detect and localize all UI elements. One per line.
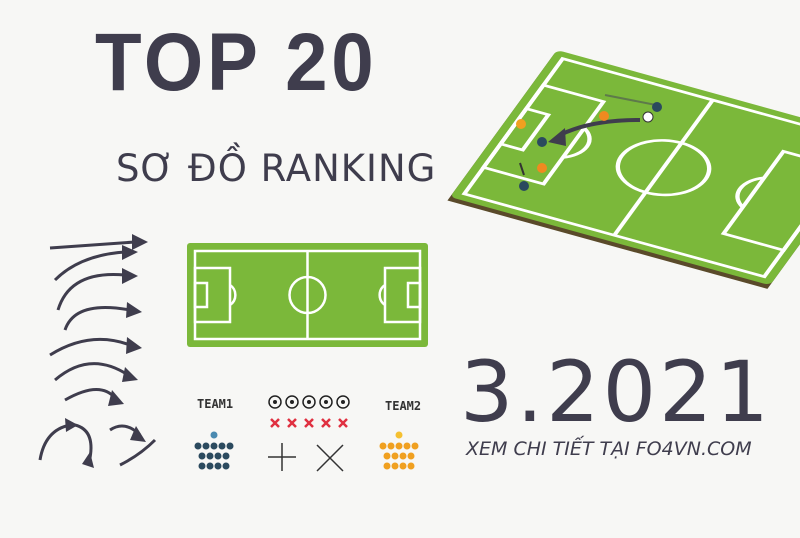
legend-icons <box>194 395 419 472</box>
page-subtitle: SƠ ĐỒ RANKING <box>116 147 437 190</box>
website-link[interactable]: XEM CHI TIẾT TẠI FO4VN.COM <box>466 438 752 460</box>
page-title: TOP 20 <box>95 17 378 108</box>
flat-pitch <box>187 243 428 347</box>
pass-arrow <box>559 118 641 137</box>
team1-label: TEAM1 <box>197 397 234 411</box>
date-label: 3.2021 <box>460 343 772 441</box>
arrow-set <box>38 234 157 468</box>
team2-label: TEAM2 <box>385 399 422 413</box>
